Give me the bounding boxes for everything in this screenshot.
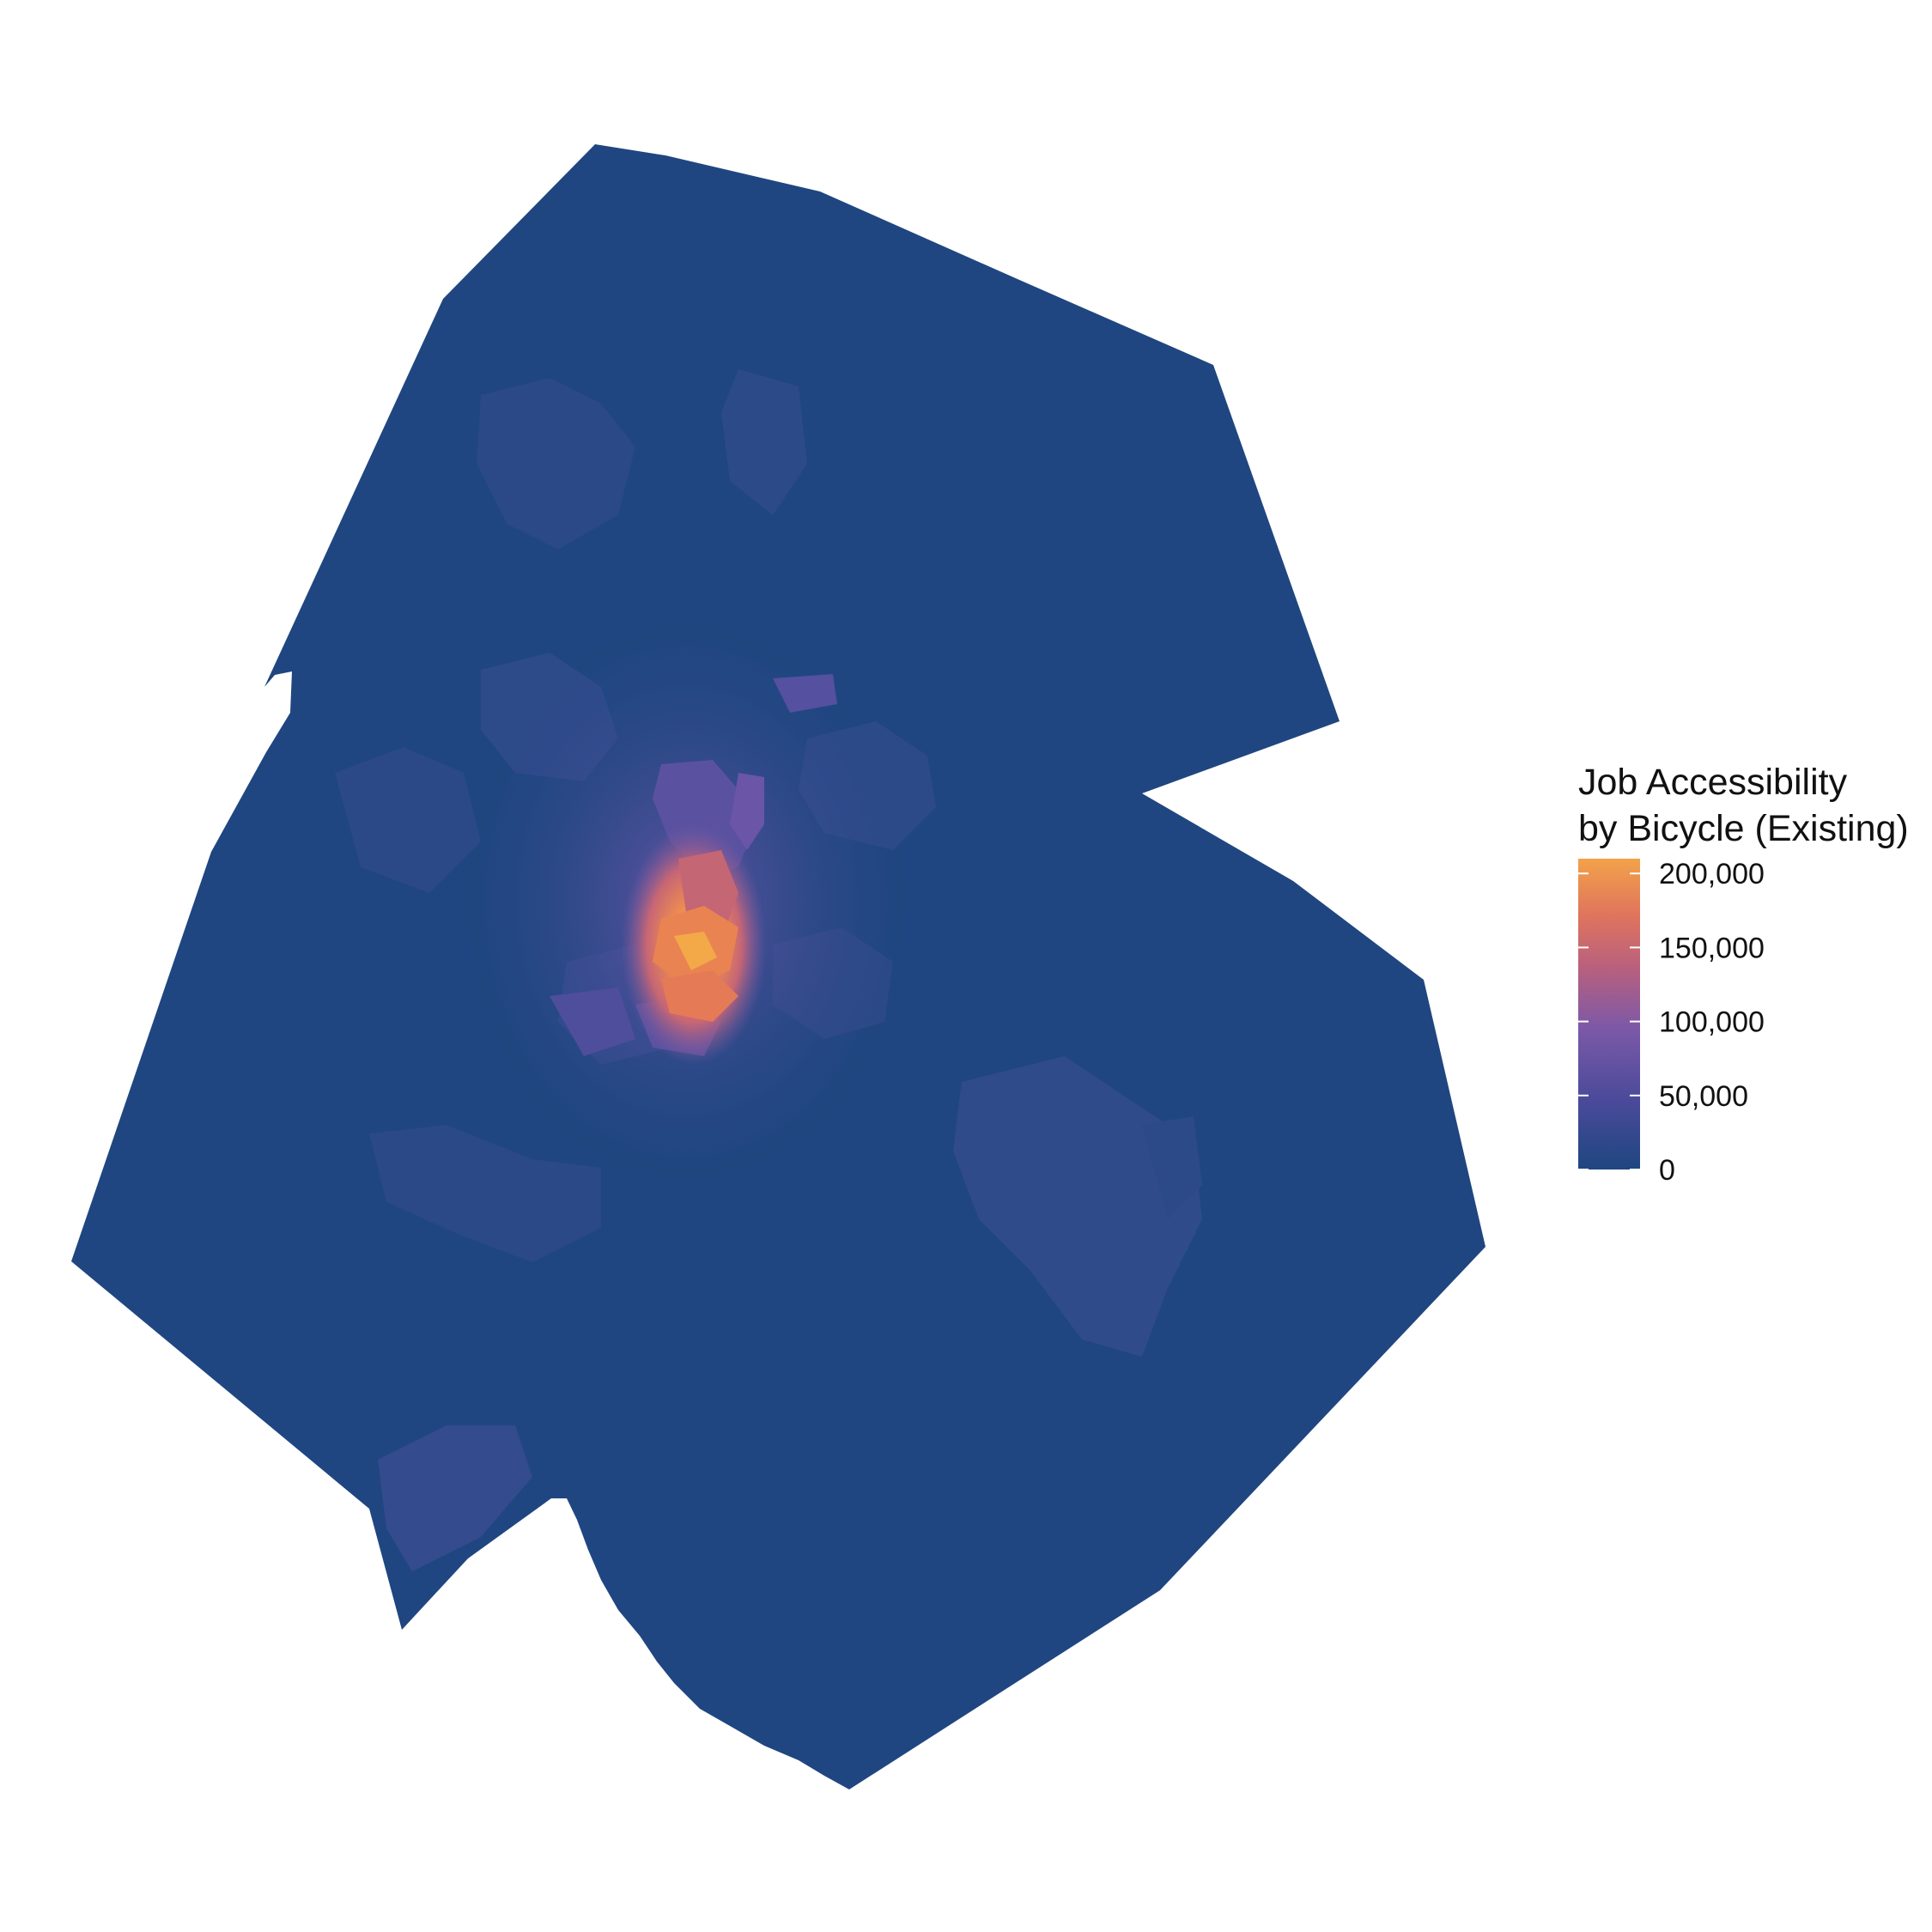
legend-tick-label: 50,000	[1659, 1080, 1748, 1113]
tract-low	[369, 1125, 601, 1262]
tract-low	[378, 1425, 532, 1571]
legend-tick-label: 200,000	[1659, 858, 1765, 890]
legend-ticks: 200,000 150,000 100,000 50,000 0	[1578, 858, 1765, 1187]
tract-mid	[773, 674, 837, 713]
tract-high	[674, 932, 717, 970]
tract-low	[335, 747, 481, 893]
tract-low	[953, 1056, 1202, 1357]
legend-tick-label: 0	[1659, 1154, 1675, 1187]
legend: Job Accessibility by Bicycle (Existing) …	[1578, 762, 1909, 1187]
tract-low	[477, 378, 635, 550]
tract-mid	[730, 773, 764, 850]
tract-low	[1142, 1116, 1202, 1219]
legend-title-line1: Job Accessibility	[1578, 762, 1848, 803]
tract-high	[661, 970, 738, 1022]
tract-low	[721, 369, 807, 515]
legend-tick-label: 100,000	[1659, 1006, 1765, 1039]
tract-high	[678, 850, 738, 927]
map-region	[71, 144, 1485, 1789]
tract-mid	[550, 987, 635, 1056]
legend-title-line2: by Bicycle (Existing)	[1578, 808, 1909, 849]
legend-colorbar	[1578, 859, 1640, 1170]
legend-tick-label: 150,000	[1659, 932, 1765, 964]
